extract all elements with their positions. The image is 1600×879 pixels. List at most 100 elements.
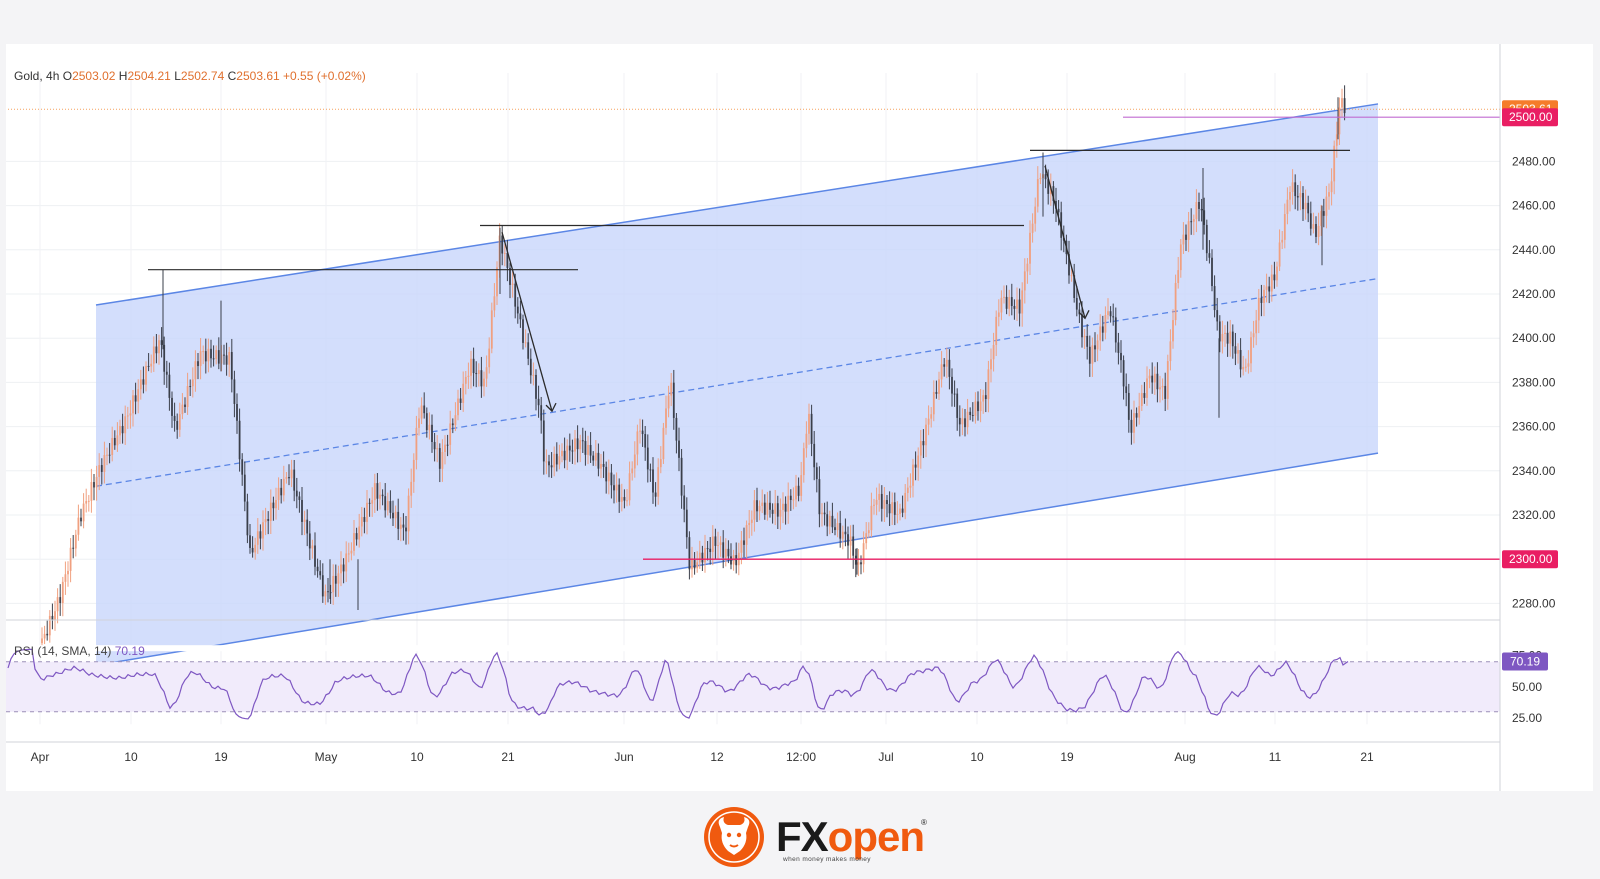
candle-body: [1109, 311, 1112, 317]
candle: [488, 337, 491, 374]
candle: [90, 468, 93, 513]
candle: [566, 439, 569, 471]
candle: [587, 435, 589, 465]
candle: [1179, 238, 1182, 278]
rsi-legend: RSI (14, SMA, 14) 70.19: [14, 644, 145, 658]
candle-body: [420, 405, 423, 419]
candle: [1018, 288, 1021, 327]
candle: [1187, 211, 1190, 253]
candle-body: [194, 361, 197, 380]
candle-body: [774, 503, 777, 514]
candle: [173, 402, 176, 432]
candle-body: [459, 398, 462, 403]
candle: [865, 522, 868, 550]
candle-body: [171, 397, 173, 416]
candle: [532, 362, 535, 386]
candle-body: [706, 548, 709, 550]
candle-body: [496, 267, 498, 297]
candle: [1047, 169, 1050, 205]
candle-body: [776, 503, 779, 517]
time-tick-label: 10: [124, 750, 138, 764]
candle-body: [1276, 266, 1278, 281]
candle: [857, 549, 860, 577]
candle: [675, 413, 678, 454]
chart-canvas[interactable]: 2280.00 2300.00 2320.00 2340.00 2360.00 2380.…: [6, 44, 1593, 791]
candle-body: [1075, 297, 1078, 310]
price-tick-label: 2320.00: [1512, 508, 1556, 522]
candle: [321, 563, 324, 603]
candle-body: [397, 511, 400, 529]
candle: [969, 407, 972, 421]
candle-body: [1281, 239, 1284, 243]
candle: [496, 261, 498, 305]
candle: [399, 517, 402, 542]
candle-body: [311, 545, 314, 549]
candle-body: [584, 440, 587, 455]
candle-body: [129, 413, 132, 416]
candle: [358, 513, 361, 548]
candle-body: [392, 512, 394, 519]
candle: [64, 561, 67, 595]
time-tick-label: 21: [1360, 750, 1374, 764]
candle: [363, 507, 366, 534]
candle-body: [779, 509, 782, 517]
candle-body: [449, 423, 452, 445]
candle: [545, 449, 548, 475]
candle: [1250, 331, 1252, 373]
candle-body: [620, 497, 623, 502]
candle: [1338, 97, 1341, 146]
candle: [1146, 366, 1148, 406]
candle: [763, 494, 766, 520]
candle: [667, 385, 670, 418]
candle: [407, 488, 410, 545]
candle-body: [878, 493, 881, 500]
candle-body: [524, 342, 527, 344]
candle: [529, 348, 532, 384]
time-tick-label: Jun: [614, 750, 633, 764]
candle: [844, 518, 847, 547]
candle-body: [1195, 202, 1198, 220]
candle: [834, 518, 836, 536]
candle: [152, 336, 155, 372]
candle: [1099, 314, 1102, 351]
candle: [249, 524, 251, 554]
candle-body: [438, 448, 441, 469]
candle: [782, 492, 784, 524]
candle: [906, 477, 909, 502]
candle: [181, 393, 184, 420]
candle: [74, 529, 77, 557]
candle-body: [990, 359, 992, 370]
candle-body: [210, 348, 212, 359]
candle: [1083, 328, 1086, 350]
candle-body: [1169, 341, 1172, 362]
candle-body: [376, 483, 379, 499]
candle-body: [176, 420, 179, 430]
candle-body: [581, 440, 584, 442]
candle-body: [446, 444, 449, 446]
candle-body: [865, 533, 868, 544]
candle-body: [293, 469, 296, 491]
time-axis: Apr 10 19 May 10 21 Jun 12 12:00 Jul 10 19 Aug 11 21: [31, 750, 1374, 764]
candle: [493, 283, 496, 318]
candle: [914, 451, 917, 481]
legend-close-label: C: [227, 69, 237, 83]
candle: [503, 244, 506, 267]
candle-body: [1260, 297, 1263, 303]
candle-body: [254, 544, 257, 553]
candle-body: [961, 418, 964, 425]
candle-body: [724, 548, 727, 558]
candle-body: [1304, 202, 1307, 210]
candle-body: [1034, 206, 1037, 224]
candle: [509, 262, 511, 299]
candle-body: [1086, 335, 1089, 347]
candle: [316, 558, 319, 578]
candle: [259, 524, 262, 550]
candle: [446, 434, 449, 457]
candle: [145, 361, 147, 392]
candle-body: [553, 453, 556, 468]
candle: [95, 465, 98, 501]
candle: [106, 447, 108, 466]
candle-body: [688, 537, 691, 570]
candle: [953, 380, 956, 407]
candle-body: [243, 474, 246, 502]
